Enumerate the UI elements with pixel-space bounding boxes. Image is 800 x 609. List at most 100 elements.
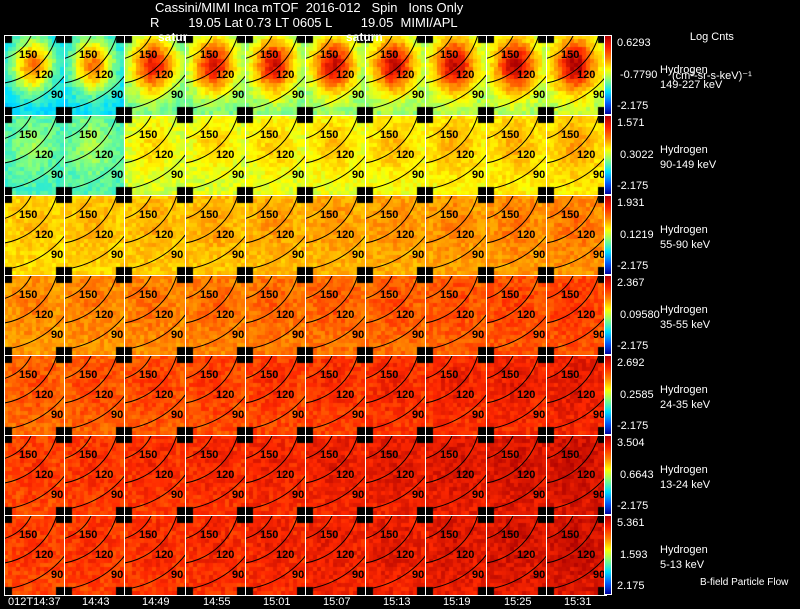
contour-label: 120 bbox=[276, 469, 295, 481]
colorbar bbox=[604, 515, 612, 595]
contour-label: 150 bbox=[19, 369, 38, 381]
contour-label: 120 bbox=[396, 549, 415, 561]
orbit-info: R 19.05 Lat 0.73 LT 0605 L 19.05 MIMI/AP… bbox=[150, 15, 458, 30]
colorbar-cmid: -0.7790 bbox=[620, 69, 658, 81]
contour-label: 90 bbox=[232, 409, 245, 421]
heatmap-panel: 150 120 90 bbox=[4, 35, 65, 116]
heatmap-panel: 150 120 90 bbox=[185, 35, 246, 116]
channel-species: Hydrogen bbox=[660, 64, 708, 76]
contour-label: 90 bbox=[472, 489, 485, 501]
contour-label: 150 bbox=[440, 289, 459, 301]
contour-label: 90 bbox=[111, 569, 124, 581]
heatmap-panel: 150 120 90 bbox=[425, 355, 487, 436]
contour-label: 150 bbox=[440, 369, 459, 381]
heatmap-panel: 150 120 90 bbox=[546, 515, 607, 596]
contour-label: 120 bbox=[336, 469, 355, 481]
heatmap-panel: 150 120 90 bbox=[305, 35, 366, 116]
contour-label: 90 bbox=[472, 249, 485, 261]
contour-label: 90 bbox=[171, 249, 184, 261]
heatmap-panel: 150 120 90 bbox=[245, 115, 306, 196]
contour-label: 90 bbox=[593, 89, 606, 101]
contour-label: 120 bbox=[517, 69, 536, 81]
contour-label: 120 bbox=[95, 229, 114, 241]
contour-label: 90 bbox=[51, 489, 64, 501]
contour-label: 90 bbox=[472, 169, 485, 181]
heatmap-panel: 150 120 90 bbox=[365, 35, 426, 116]
contour-label: 120 bbox=[276, 149, 295, 161]
channel-species: Hydrogen bbox=[660, 384, 708, 396]
contour-label: 90 bbox=[51, 329, 64, 341]
contour-label: 120 bbox=[216, 69, 235, 81]
contour-label: 120 bbox=[336, 149, 355, 161]
contour-label: 120 bbox=[577, 549, 596, 561]
heatmap-panel: 150 120 90 bbox=[64, 275, 125, 356]
contour-label: 150 bbox=[501, 129, 520, 141]
contour-label: 120 bbox=[517, 229, 536, 241]
contour-label: 120 bbox=[577, 149, 596, 161]
contour-label: 150 bbox=[19, 529, 38, 541]
channel-species: Hydrogen bbox=[660, 464, 708, 476]
heatmap-panel: 150 120 90 bbox=[365, 355, 426, 436]
contour-label: 90 bbox=[352, 249, 365, 261]
colorbar-cmax: 5.361 bbox=[617, 517, 645, 529]
contour-label: 90 bbox=[111, 329, 124, 341]
time-tick-label: 15:19 bbox=[443, 596, 471, 608]
heatmap-panel: 150 120 90 bbox=[64, 115, 125, 196]
heatmap-panel: 150 120 90 bbox=[425, 35, 487, 116]
colorbar-cmid: 0.1219 bbox=[620, 229, 654, 241]
colorbar-cmax: 1.931 bbox=[617, 197, 645, 209]
contour-label: 90 bbox=[412, 569, 425, 581]
channel-energy: 55-90 keV bbox=[660, 239, 711, 251]
colorbar-cmid: 0.09580 bbox=[620, 309, 660, 321]
contour-label: 150 bbox=[561, 449, 580, 461]
contour-label: 90 bbox=[51, 569, 64, 581]
heatmap-panel: 150 120 90 bbox=[486, 275, 547, 356]
contour-label: 150 bbox=[320, 529, 339, 541]
heatmap-panel: 150 120 90 bbox=[64, 435, 125, 516]
colorbar bbox=[604, 355, 612, 435]
contour-label: 90 bbox=[51, 249, 64, 261]
contour-label: 150 bbox=[320, 369, 339, 381]
contour-label: 120 bbox=[155, 549, 174, 561]
contour-label: 150 bbox=[561, 129, 580, 141]
contour-label: 150 bbox=[19, 129, 38, 141]
contour-label: 90 bbox=[292, 569, 305, 581]
heatmap-panel: 150 120 90 bbox=[124, 515, 186, 596]
contour-label: 150 bbox=[260, 129, 279, 141]
channel-energy: 35-55 keV bbox=[660, 319, 711, 331]
contour-label: 120 bbox=[95, 469, 114, 481]
contour-label: 90 bbox=[292, 249, 305, 261]
contour-label: 150 bbox=[501, 369, 520, 381]
time-tick-label: 15:25 bbox=[504, 596, 532, 608]
contour-label: 120 bbox=[155, 469, 174, 481]
heatmap-panel: 150 120 90 bbox=[546, 435, 607, 516]
heatmap-panel: 150 120 90 bbox=[245, 515, 306, 596]
contour-label: 120 bbox=[517, 549, 536, 561]
contour-label: 150 bbox=[320, 129, 339, 141]
contour-label: 120 bbox=[336, 229, 355, 241]
contour-label: 150 bbox=[440, 49, 459, 61]
contour-label: 120 bbox=[216, 149, 235, 161]
heatmap-panel: 150 120 90 bbox=[305, 355, 366, 436]
heatmap-panel: 150 120 90 bbox=[486, 35, 547, 116]
contour-label: 120 bbox=[216, 229, 235, 241]
contour-label: 90 bbox=[412, 329, 425, 341]
contour-label: 150 bbox=[320, 289, 339, 301]
contour-label: 120 bbox=[276, 309, 295, 321]
heatmap-panel: 150 120 90 bbox=[245, 35, 306, 116]
contour-label: 150 bbox=[139, 49, 158, 61]
contour-label: 90 bbox=[533, 89, 546, 101]
time-tick-label: 15:31 bbox=[564, 596, 592, 608]
contour-label: 90 bbox=[352, 169, 365, 181]
contour-label: 90 bbox=[171, 169, 184, 181]
contour-label: 120 bbox=[35, 389, 54, 401]
colorbar-cmin: -2.175 bbox=[617, 420, 649, 432]
channel-energy: 13-24 keV bbox=[660, 479, 711, 491]
contour-label: 120 bbox=[577, 469, 596, 481]
contour-label: 150 bbox=[501, 49, 520, 61]
saturn-label: saturn bbox=[346, 30, 383, 44]
contour-label: 120 bbox=[95, 149, 114, 161]
contour-label: 90 bbox=[472, 569, 485, 581]
contour-label: 150 bbox=[79, 449, 98, 461]
colorbar bbox=[604, 435, 612, 515]
